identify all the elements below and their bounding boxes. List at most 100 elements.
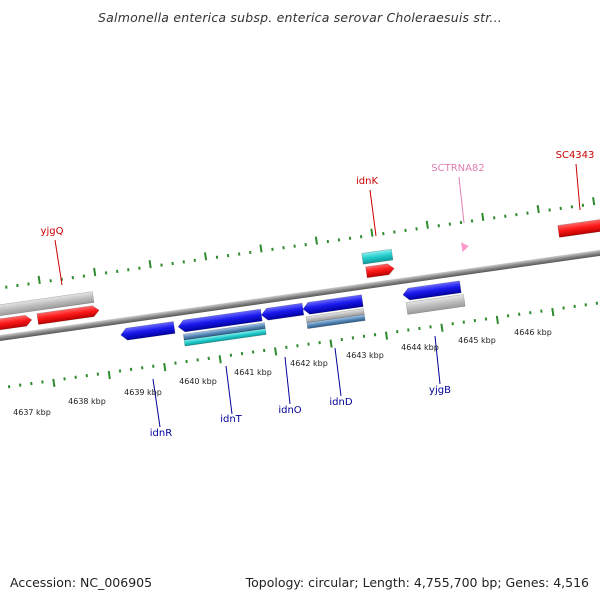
kbp-label: 4643 kbp — [346, 351, 384, 360]
gene-label-idnd[interactable]: idnD — [329, 397, 352, 408]
gene-label-sc4343[interactable]: SC4343 — [556, 150, 595, 161]
gene-label-idnr[interactable]: idnR — [150, 428, 172, 439]
gene-label-yjgb[interactable]: yjgB — [429, 385, 451, 396]
gene-label-idnt[interactable]: idnT — [220, 414, 242, 425]
gene-leader-line — [434, 335, 441, 385]
gene-leader-line — [575, 163, 581, 211]
scale-tick — [551, 307, 555, 317]
scale-tick — [296, 344, 299, 348]
scale-tick — [251, 350, 255, 354]
scale-tick — [540, 309, 543, 313]
trna-marker[interactable] — [461, 241, 469, 253]
reverse-gene-arrow[interactable] — [177, 308, 263, 333]
scale-tick — [249, 250, 252, 255]
gene-label-idnk[interactable]: idnK — [356, 176, 378, 187]
gene-label-yjgq[interactable]: yjgQ — [41, 226, 64, 237]
scale-tick — [148, 260, 152, 269]
scale-tick — [484, 317, 488, 321]
scale-tick — [518, 312, 521, 316]
scale-tick — [307, 342, 310, 346]
scale-tick — [559, 206, 562, 211]
scale-tick — [141, 366, 144, 370]
kbp-label: 4645 kbp — [458, 336, 496, 345]
scale-tick — [259, 244, 263, 253]
kbp-label: 4639 kbp — [124, 388, 162, 397]
scale-tick — [271, 247, 274, 251]
gene-leader-line — [225, 365, 233, 415]
kbp-label: 4642 kbp — [290, 359, 328, 368]
kbp-label: 4637 kbp — [13, 408, 51, 417]
gene-leader-line — [54, 239, 63, 286]
scale-tick — [326, 239, 330, 244]
scale-tick — [229, 353, 233, 357]
scale-tick — [93, 267, 97, 277]
scale-tick — [448, 222, 452, 226]
scale-tick — [440, 323, 444, 332]
rna-block[interactable] — [183, 328, 267, 347]
scale-tick — [437, 224, 440, 228]
reverse-gene-arrow[interactable] — [120, 321, 176, 341]
kbp-label: 4646 kbp — [514, 328, 552, 337]
scale-tick — [506, 314, 510, 318]
reverse-gene-arrow[interactable] — [402, 280, 462, 301]
scale-tick — [138, 266, 141, 270]
scale-tick — [30, 381, 33, 386]
scale-tick — [592, 197, 596, 206]
scale-tick — [274, 347, 278, 356]
scale-tick — [429, 325, 432, 329]
forward-gene-arrow[interactable] — [36, 305, 100, 325]
kbp-label: 4644 kbp — [401, 343, 439, 352]
reverse-gene-arrow[interactable] — [302, 294, 364, 315]
scale-tick — [52, 378, 56, 387]
scale-tick — [584, 303, 587, 307]
scale-tick — [118, 369, 122, 373]
scale-tick — [459, 220, 463, 225]
kbp-label: 4641 kbp — [234, 368, 272, 377]
scale-tick — [407, 328, 410, 332]
scale-tick — [262, 348, 266, 353]
scale-tick — [193, 258, 197, 262]
scale-tick — [49, 279, 52, 283]
forward-scale-ticks — [5, 197, 596, 289]
scale-tick — [470, 219, 474, 223]
scale-tick — [536, 204, 540, 214]
gene-leader-line — [334, 347, 342, 397]
scale-tick — [5, 285, 8, 289]
rna-block[interactable] — [361, 248, 394, 265]
scale-tick — [329, 339, 333, 348]
forward-gene-arrow[interactable] — [557, 216, 600, 238]
scale-tick — [462, 320, 465, 324]
scale-tick — [415, 227, 418, 231]
forward-gene-arrow[interactable] — [0, 314, 33, 332]
scale-tick — [293, 244, 296, 248]
scale-tick — [160, 263, 163, 267]
gene-label-idno[interactable]: idnO — [278, 405, 301, 416]
scale-tick — [152, 364, 155, 368]
scale-tick — [362, 334, 366, 338]
kbp-label: 4638 kbp — [68, 397, 106, 406]
reverse-scale-ticks — [7, 301, 599, 389]
scale-tick — [96, 372, 100, 376]
scale-tick — [404, 228, 407, 233]
scale-tick — [27, 282, 30, 286]
scale-tick — [384, 331, 389, 340]
scale-tick — [82, 274, 86, 278]
scale-tick — [174, 361, 177, 365]
cds-block[interactable] — [0, 291, 95, 318]
scale-tick — [515, 213, 518, 217]
scale-tick — [393, 230, 396, 234]
scale-tick — [85, 374, 88, 378]
gene-features[interactable] — [0, 216, 600, 373]
cds-block[interactable] — [405, 294, 466, 315]
forward-gene-arrow[interactable] — [365, 263, 395, 279]
reverse-gene-arrow[interactable] — [260, 302, 305, 321]
scale-tick — [71, 276, 75, 280]
scale-tick — [493, 216, 496, 220]
gene-label-sctrna82[interactable]: SCTRNA82 — [431, 163, 484, 174]
scale-tick — [526, 211, 529, 215]
scale-tick — [7, 385, 11, 389]
cds-block[interactable] — [306, 314, 366, 329]
scale-tick — [481, 212, 485, 222]
